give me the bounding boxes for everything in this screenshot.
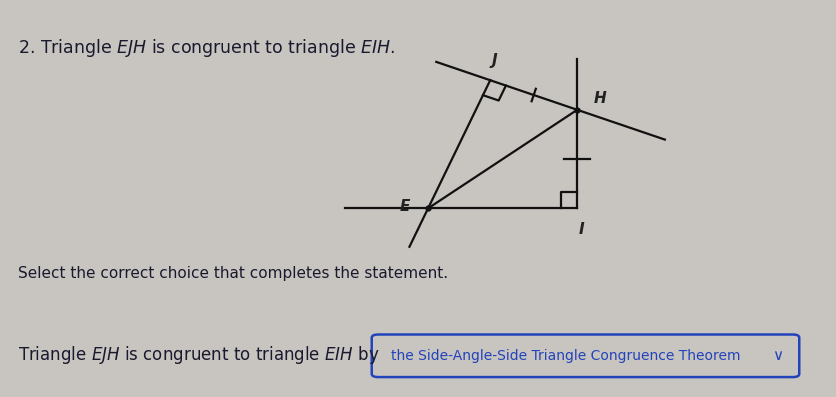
Text: 2. Triangle $\mathit{EJH}$ is congruent to triangle $\mathit{EIH}$.: 2. Triangle $\mathit{EJH}$ is congruent …	[18, 37, 395, 59]
Text: H: H	[594, 91, 606, 106]
Text: E: E	[399, 199, 410, 214]
Text: ∨: ∨	[771, 348, 782, 363]
Text: Triangle $\mathit{EJH}$ is congruent to triangle $\mathit{EIH}$ by: Triangle $\mathit{EJH}$ is congruent to …	[18, 344, 380, 366]
Text: Select the correct choice that completes the statement.: Select the correct choice that completes…	[18, 266, 447, 281]
Text: the Side-Angle-Side Triangle Congruence Theorem: the Side-Angle-Side Triangle Congruence …	[390, 349, 739, 363]
Text: I: I	[578, 222, 584, 237]
Text: J: J	[491, 54, 497, 68]
